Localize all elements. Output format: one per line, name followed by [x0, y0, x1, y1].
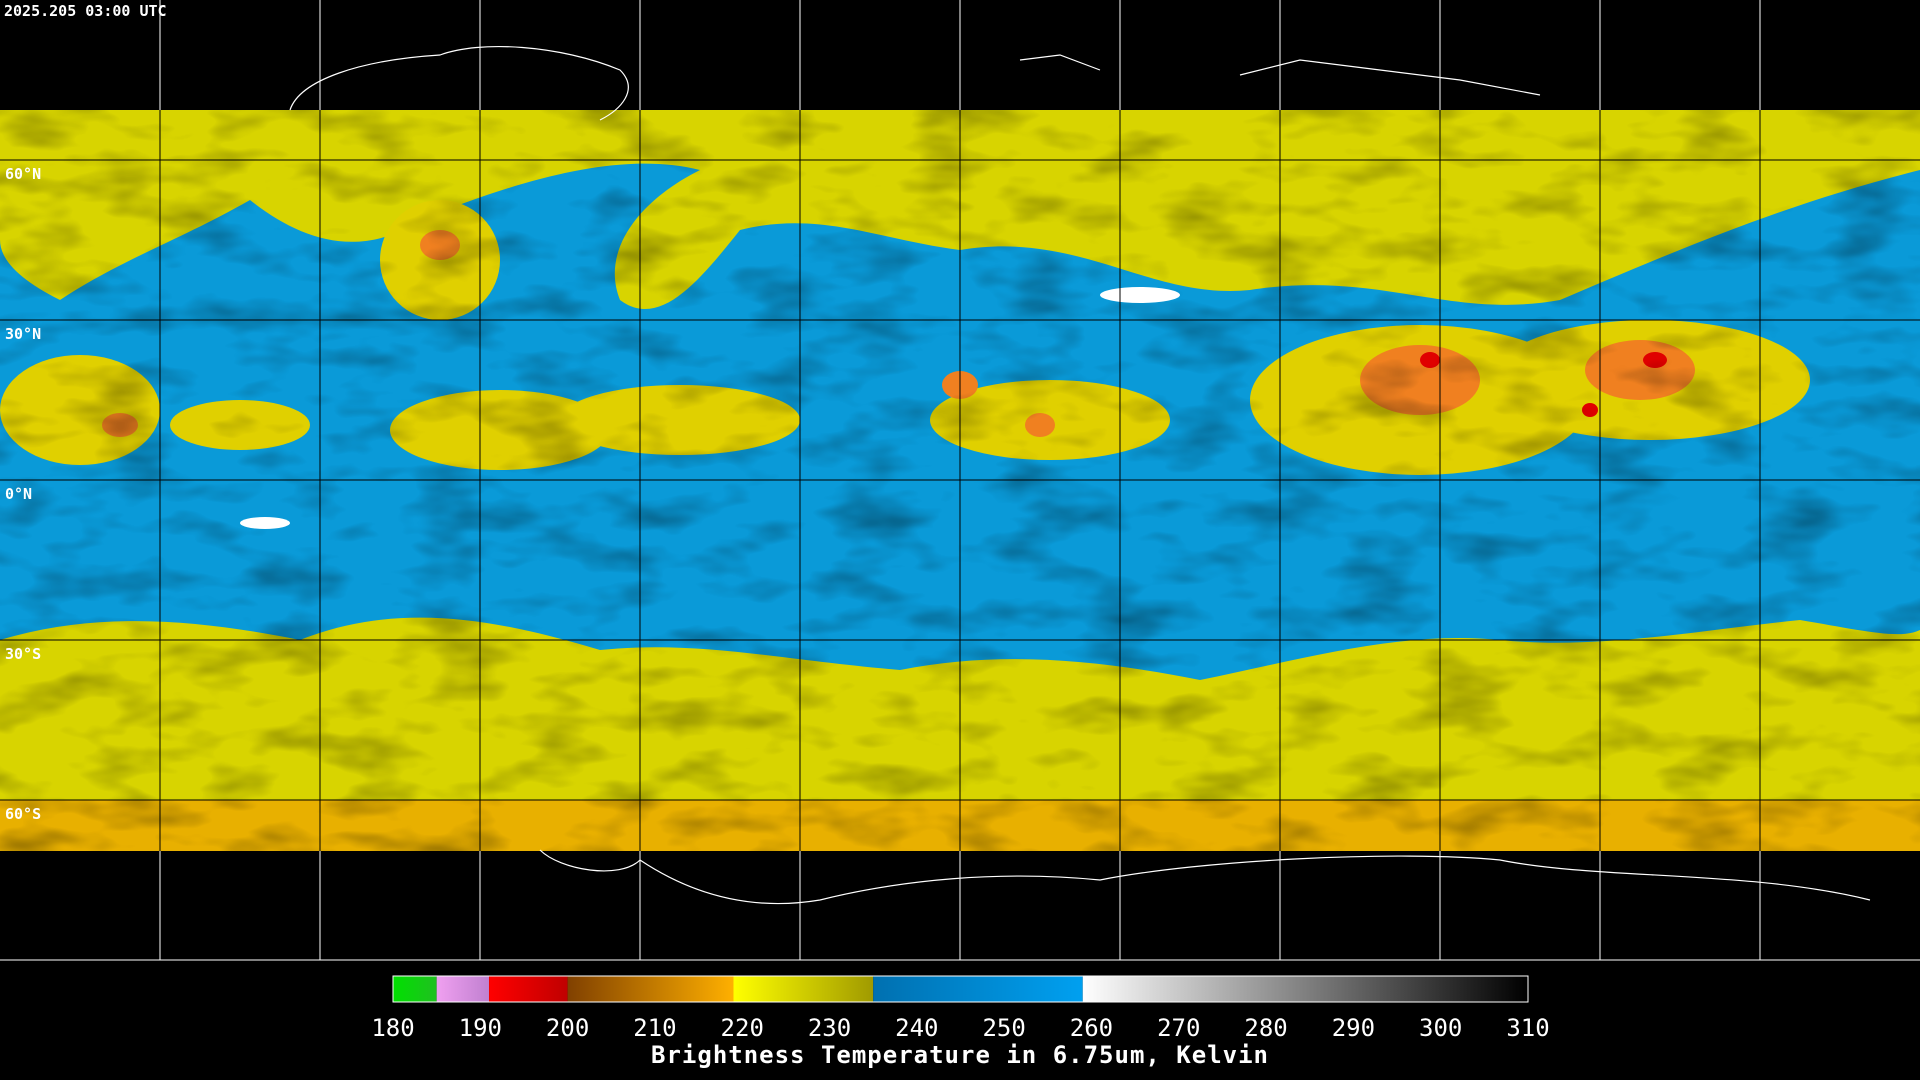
- latitude-label: 30°S: [5, 645, 41, 663]
- colorbar-segment: [436, 976, 490, 1002]
- graticule-polar: [0, 0, 1920, 961]
- colorbar-tick-label: 210: [633, 1014, 676, 1042]
- colorbar-title: Brightness Temperature in 6.75um, Kelvin: [651, 1041, 1269, 1069]
- colorbar-segment: [567, 976, 734, 1002]
- colorbar-tick-label: 190: [459, 1014, 502, 1042]
- colorbar-segment: [489, 976, 568, 1002]
- latitude-label: 30°N: [5, 325, 41, 343]
- latitude-labels: 60°N 30°N 0°N 30°S 60°S: [5, 165, 41, 823]
- latitude-label: 60°S: [5, 805, 41, 823]
- colorbar-tick-label: 300: [1419, 1014, 1462, 1042]
- latitude-label: 0°N: [5, 485, 32, 503]
- latitude-label: 60°N: [5, 165, 41, 183]
- colorbar-tick-label: 230: [808, 1014, 851, 1042]
- colorbar-tick-label: 240: [895, 1014, 938, 1042]
- colorbar-tick-label: 290: [1332, 1014, 1375, 1042]
- graticule: [0, 110, 1920, 851]
- colorbar-segment: [1082, 976, 1528, 1002]
- colorbar-tick-label: 180: [371, 1014, 414, 1042]
- colorbar-segment: [733, 976, 874, 1002]
- colorbar: 180 190 200 210 220 230 240 250 260 270 280 290 300 3…: [371, 975, 1550, 1042]
- colorbar-tick-label: 260: [1070, 1014, 1113, 1042]
- colorbar-frame: [392, 975, 1529, 1003]
- timestamp: 2025.205 03:00 UTC: [4, 2, 167, 20]
- colorbar-segment: [873, 976, 1083, 1002]
- colorbar-tick-label: 250: [982, 1014, 1025, 1042]
- colorbar-tick-label: 270: [1157, 1014, 1200, 1042]
- colorbar-segment: [393, 976, 437, 1002]
- colorbar-tick-label: 220: [721, 1014, 764, 1042]
- polar-coastlines: [289, 45, 1871, 905]
- colorbar-tick-label: 280: [1244, 1014, 1287, 1042]
- colorbar-tick-label: 310: [1506, 1014, 1549, 1042]
- colorbar-tick-label: 200: [546, 1014, 589, 1042]
